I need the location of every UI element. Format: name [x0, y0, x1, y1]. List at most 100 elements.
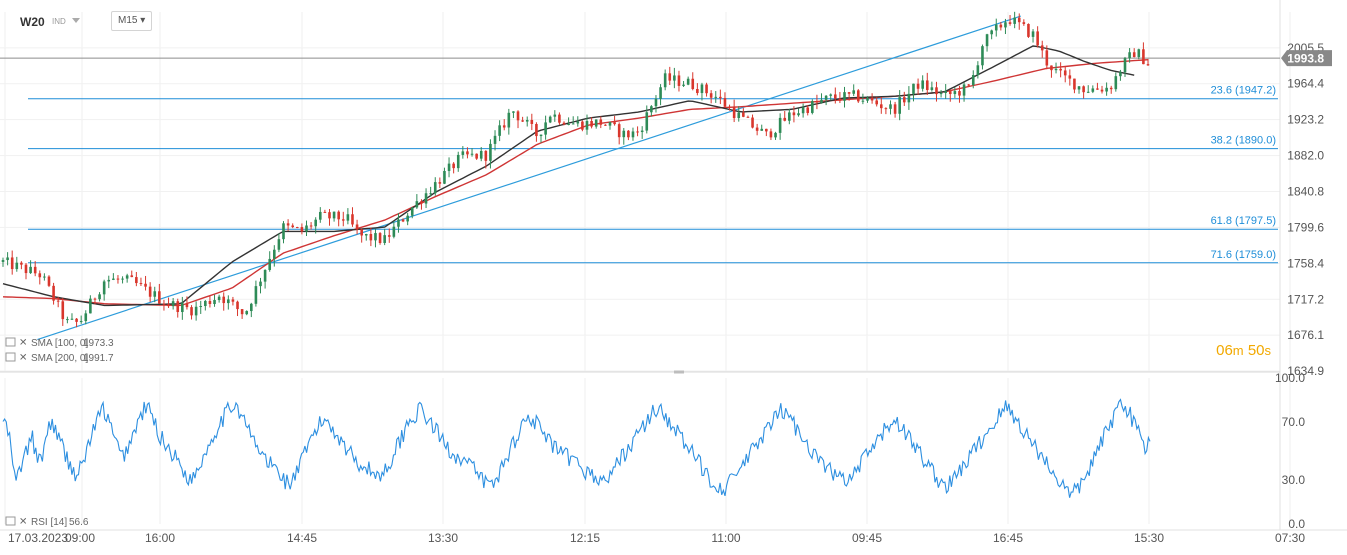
candle-body: [374, 233, 377, 241]
candle-body: [930, 87, 934, 91]
countdown-seconds: 50: [1247, 342, 1265, 359]
candle-body: [383, 235, 386, 243]
legend-menu-icon: [5, 516, 16, 526]
fibonacci-levels: 23.6 (1947.2) 38.2 (1890.0) 61.8 (1797.5) 7…: [0, 57, 1280, 264]
candle-body: [1100, 89, 1104, 92]
candle-body: [456, 154, 460, 169]
candle-body: [66, 319, 69, 321]
price-tick-label: 1882.0: [1287, 149, 1324, 163]
candle-body: [240, 309, 244, 315]
candle-body: [364, 234, 368, 236]
candle-body: [811, 101, 814, 113]
candle-body: [79, 321, 83, 323]
candle-body: [958, 91, 961, 96]
price-tick-label: 1840.8: [1287, 185, 1324, 199]
candle-body: [1054, 68, 1058, 71]
candle-body: [1142, 49, 1145, 65]
candle-body: [15, 262, 19, 270]
candle-body: [728, 106, 731, 108]
candle-body: [125, 275, 129, 279]
candle-body: [723, 98, 727, 107]
candle-body: [314, 219, 317, 227]
candle-body: [507, 112, 511, 128]
candle-body: [544, 122, 547, 135]
candle-body: [806, 107, 810, 113]
candle-body: [263, 269, 267, 282]
candle-body: [585, 121, 589, 130]
candle-body: [512, 111, 515, 113]
rsi-tick-label: 0.0: [1288, 517, 1305, 531]
candle-body: [627, 130, 630, 138]
candle-body: [20, 262, 23, 265]
candle-body: [98, 294, 101, 300]
candle-body: [250, 303, 253, 312]
timeframe-selector[interactable]: M15 ▾: [111, 11, 153, 31]
candle-body: [567, 124, 570, 126]
candle-body: [484, 150, 488, 161]
candle-body: [746, 116, 750, 118]
pane-divider[interactable]: [0, 370, 1280, 374]
candle-body: [438, 182, 442, 184]
candle-body: [43, 276, 46, 278]
candle-body: [447, 163, 451, 171]
symbol-dropdown-icon[interactable]: [72, 18, 80, 23]
candle-body: [1123, 58, 1127, 73]
candle-body: [788, 112, 791, 121]
candle-body: [516, 111, 520, 121]
rsi-line: [2, 398, 1151, 498]
candle-body: [112, 278, 115, 280]
price-tag-value: 1993.8: [1287, 52, 1324, 66]
price-tick-label: 1758.4: [1287, 256, 1324, 270]
chevron-down-icon: ▾: [140, 15, 146, 26]
legend-remove-icon: ✕: [19, 517, 27, 528]
trendline[interactable]: [37, 15, 1021, 341]
price-tick-label: 1964.4: [1287, 77, 1324, 91]
rsi-tick-label: 30.0: [1282, 473, 1306, 487]
candle-body: [604, 124, 607, 126]
time-tick-label: 16:00: [145, 531, 175, 545]
candle-body: [61, 301, 65, 320]
candle-body: [682, 84, 685, 86]
candle-body: [990, 30, 993, 35]
candle-body: [24, 264, 28, 274]
candle-body: [659, 87, 662, 99]
legend-remove-icon: ✕: [19, 338, 27, 349]
candle-body: [967, 84, 970, 86]
candle-body: [732, 107, 736, 119]
candle-body: [539, 134, 543, 137]
candle-body: [907, 93, 911, 103]
candle-body: [323, 211, 327, 213]
candle-body: [760, 128, 764, 131]
candle-body: [135, 277, 138, 284]
legend-remove-icon: ✕: [19, 353, 27, 364]
time-tick-label: 13:30: [428, 531, 458, 545]
candle-body: [742, 112, 745, 117]
candle-body: [640, 130, 644, 133]
candle-body: [139, 283, 143, 285]
candle-body: [282, 223, 285, 240]
chart-grid: [0, 0, 1347, 531]
candle-body: [765, 128, 768, 132]
trendline-segment: [37, 15, 1021, 341]
candle-body: [392, 226, 396, 237]
candle-body: [636, 131, 639, 133]
candle-body: [1086, 91, 1090, 93]
candle-body: [158, 291, 161, 304]
time-tick-label: 16:45: [993, 531, 1023, 545]
candle-body: [1137, 49, 1141, 58]
candle-body: [93, 298, 97, 300]
candle-body: [181, 303, 184, 313]
candle-body: [1022, 22, 1026, 24]
candle-body: [479, 150, 483, 159]
price-tick-label: 1676.1: [1287, 328, 1324, 342]
symbol-label[interactable]: W20: [20, 15, 45, 29]
time-tick-label: 07:30: [1275, 531, 1305, 545]
candle-body: [755, 127, 759, 131]
candle-body: [1077, 86, 1081, 90]
candle-body: [305, 225, 308, 232]
candle-body: [783, 117, 787, 121]
candle-body: [162, 303, 166, 305]
candle-body: [558, 114, 561, 123]
fib-level-label: 71.6 (1759.0): [1211, 249, 1276, 261]
